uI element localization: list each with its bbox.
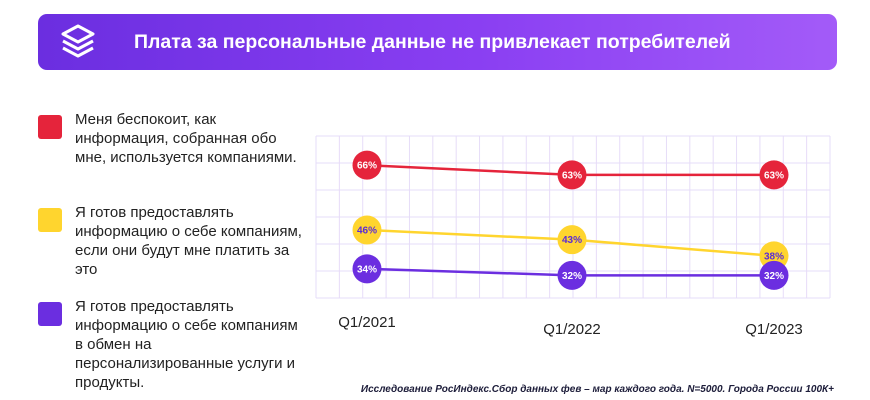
data-point (557, 225, 587, 255)
data-point (759, 160, 789, 190)
data-label: 32% (764, 271, 784, 282)
chart-title: Плата за персональные данные не привлека… (134, 31, 731, 53)
data-label: 63% (764, 170, 784, 181)
legend-swatch-yellow (38, 208, 62, 232)
x-axis-tick-label: Q1/2022 (543, 321, 601, 338)
data-label: 43% (562, 235, 582, 246)
legend-swatch-red (38, 115, 62, 139)
legend-label: Меня беспокоит, как информация, собранна… (75, 111, 297, 166)
x-axis-tick-label: Q1/2023 (745, 321, 803, 338)
data-label: 34% (357, 264, 377, 275)
data-label: 63% (562, 170, 582, 181)
data-label: 38% (764, 251, 784, 262)
legend-swatch-purple (38, 302, 62, 326)
legend-label: Я готов предоставлять информацию о себе … (75, 204, 302, 278)
x-axis-tick-label: Q1/2021 (338, 314, 396, 331)
title-banner: Плата за персональные данные не привлека… (38, 14, 837, 70)
data-point (352, 254, 382, 284)
data-point (557, 160, 587, 190)
data-point (352, 215, 382, 245)
data-label: 66% (357, 161, 377, 172)
stacked-layers-logo-icon (61, 24, 95, 58)
legend-label: Я готов предоставлять информацию о себе … (75, 298, 298, 391)
data-point (352, 150, 382, 180)
data-point (557, 260, 587, 290)
data-label: 46% (357, 225, 377, 236)
data-label: 32% (562, 271, 582, 282)
data-point (759, 260, 789, 290)
source-note: Исследование РосИндекс.Сбор данных фев –… (360, 384, 834, 395)
